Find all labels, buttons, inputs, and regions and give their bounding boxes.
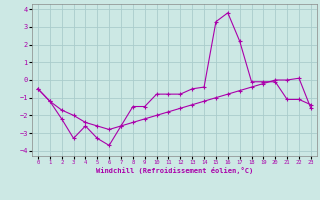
X-axis label: Windchill (Refroidissement éolien,°C): Windchill (Refroidissement éolien,°C) [96, 167, 253, 174]
